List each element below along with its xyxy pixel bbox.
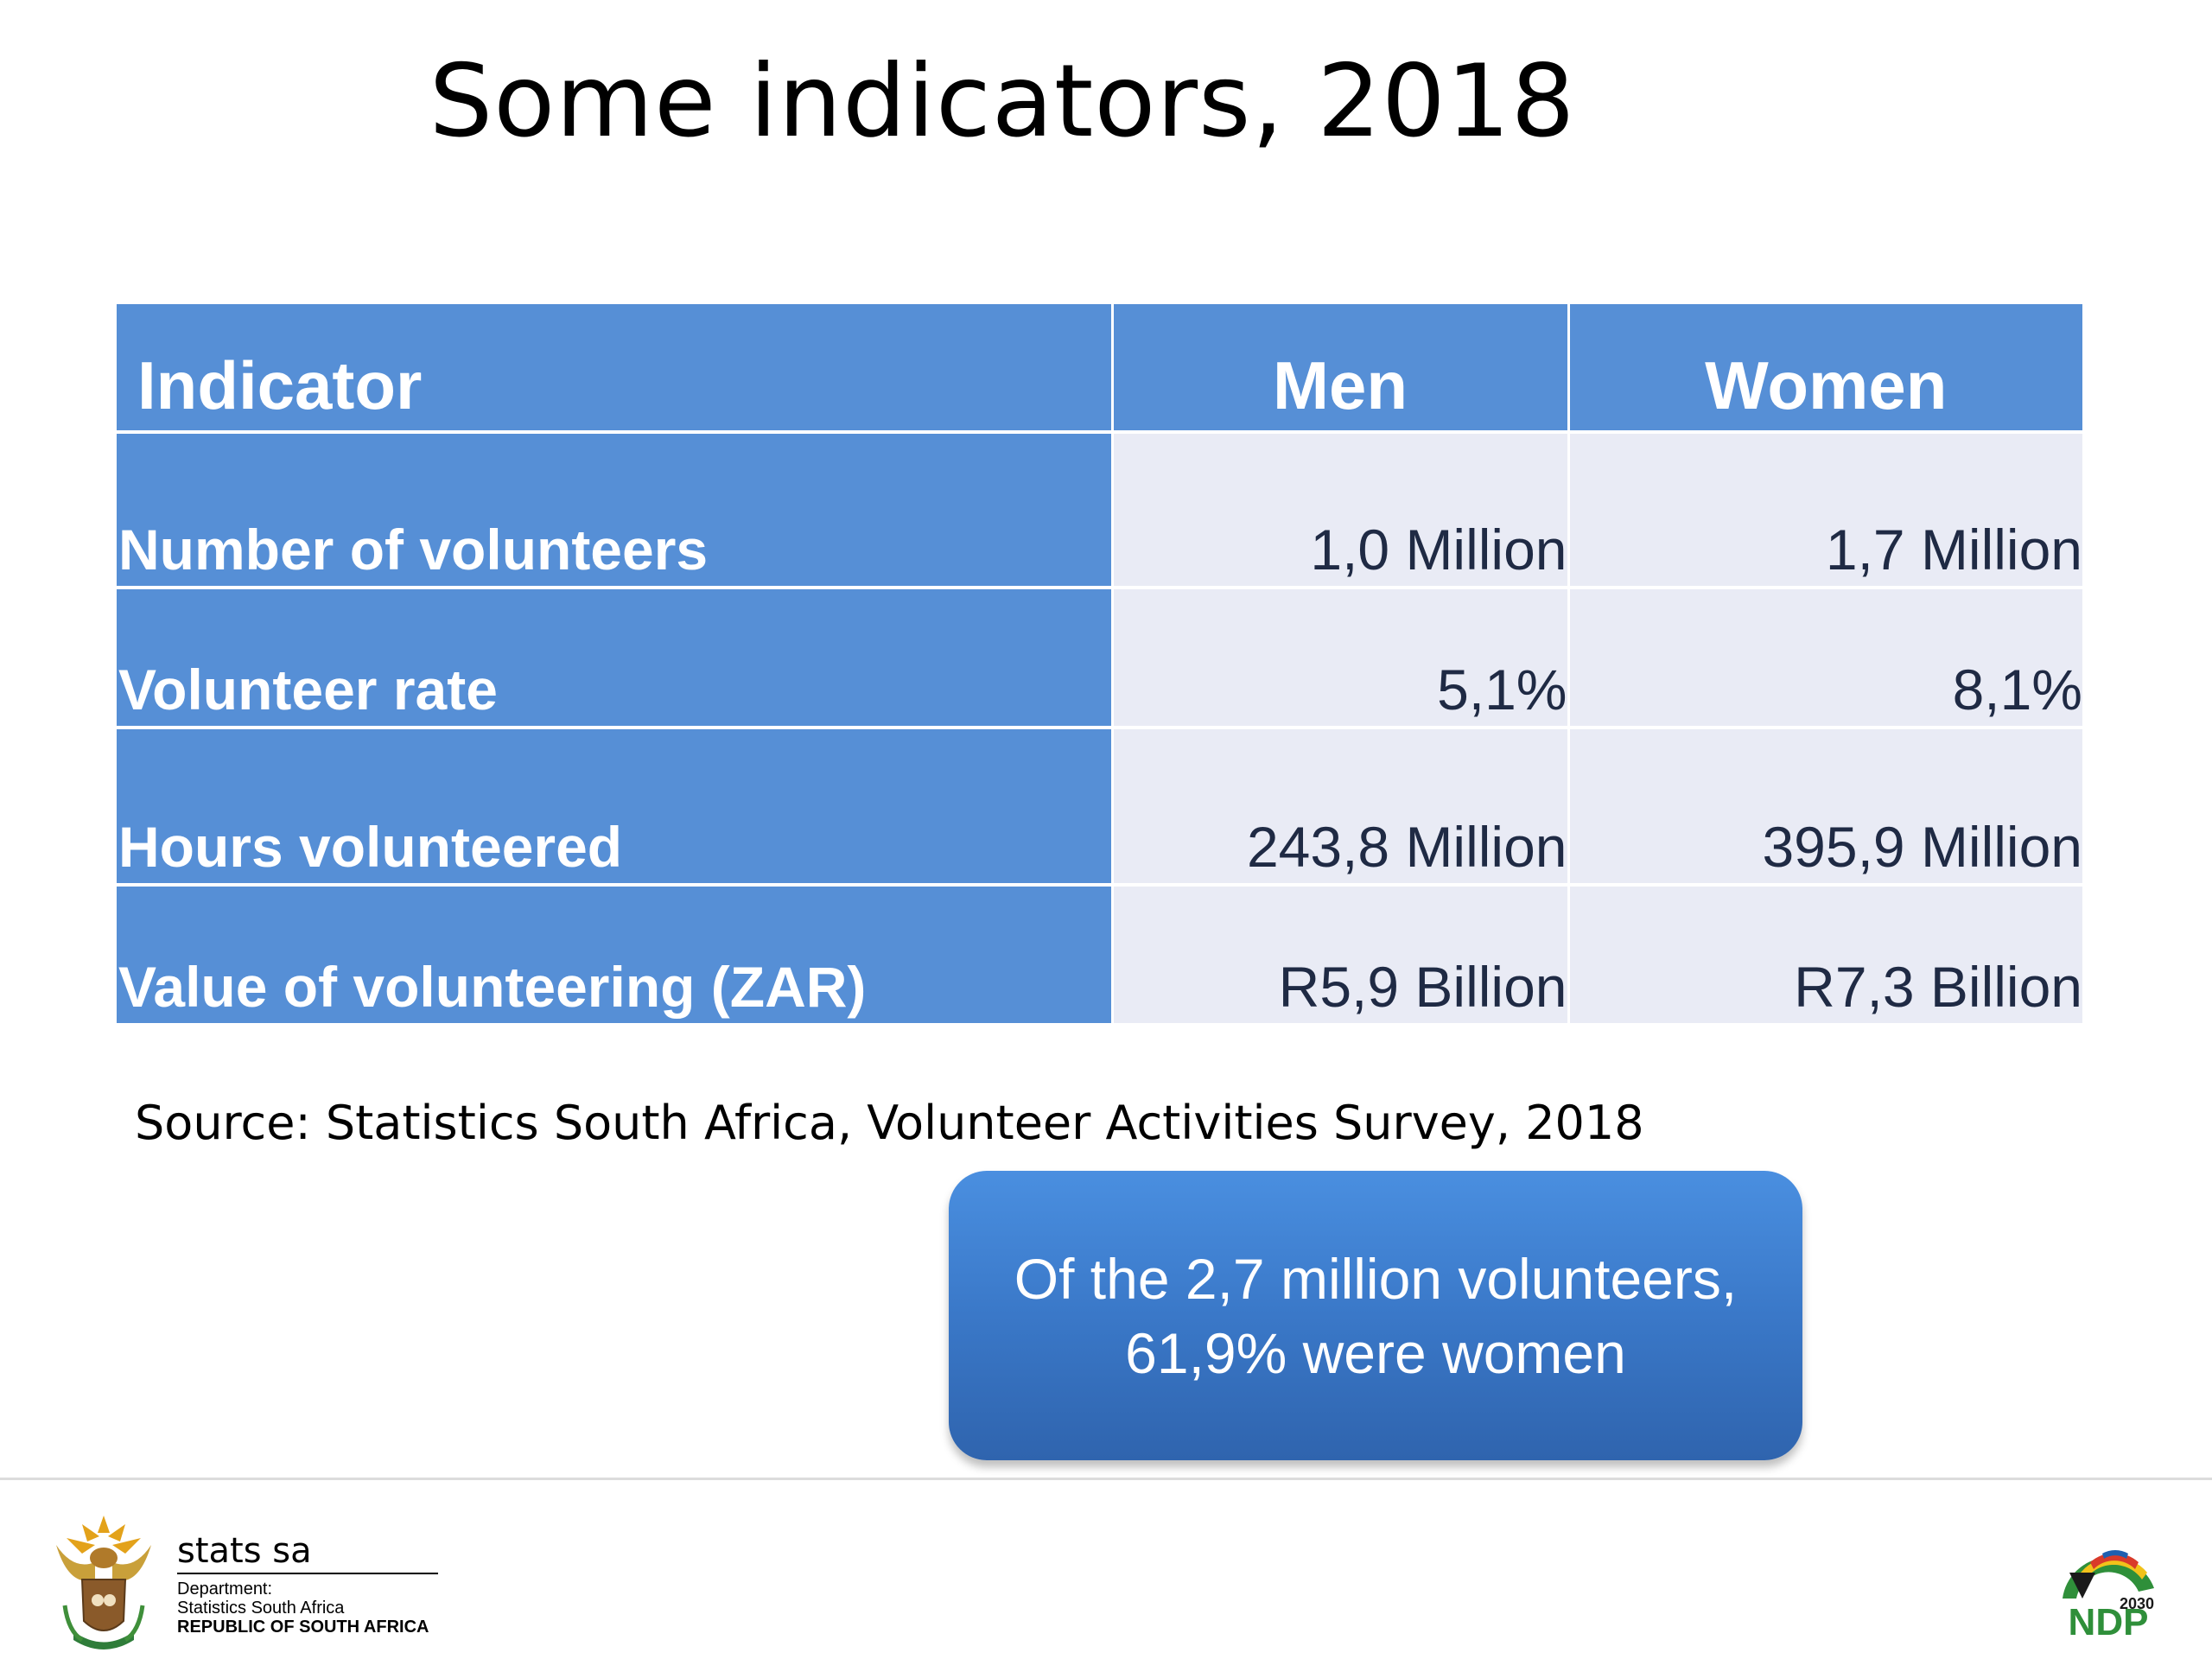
stats-sa-name: stats sa xyxy=(177,1531,312,1571)
dept-line-1: Department: xyxy=(177,1580,273,1599)
indicators-table: Indicator Men Women Number of volunteers… xyxy=(117,304,2082,1023)
row-label: Value of volunteering (ZAR) xyxy=(117,883,1112,1023)
table-header-row: Indicator Men Women xyxy=(117,304,2082,432)
row-label: Number of volunteers xyxy=(117,430,1112,588)
footer-divider xyxy=(0,1478,2212,1480)
coat-of-arms-icon xyxy=(56,1516,151,1649)
callout-line-2: 61,9% were women xyxy=(1125,1320,1626,1385)
ndp-year: 2030 xyxy=(2120,1595,2154,1612)
cell-women: 8,1% xyxy=(1567,586,2082,728)
cell-women: R7,3 Billion xyxy=(1567,883,2082,1023)
source-note: Source: Statistics South Africa, Volunte… xyxy=(135,1096,1644,1150)
slide-title: Some indicators, 2018 xyxy=(429,43,1576,160)
ndp-2030-logo: 2030 NDP xyxy=(2063,1549,2154,1637)
ndp-text: NDP xyxy=(2069,1601,2149,1637)
callout-box: Of the 2,7 million volunteers, 61,9% wer… xyxy=(949,1171,1802,1460)
dept-line-3: REPUBLIC OF SOUTH AFRICA xyxy=(177,1618,429,1637)
cell-men: 5,1% xyxy=(1110,586,1568,728)
dept-line-2: Statistics South Africa xyxy=(177,1599,345,1618)
header-indicator: Indicator xyxy=(117,304,1114,432)
row-label: Volunteer rate xyxy=(117,586,1112,728)
table-row: Hours volunteered 243,8 Million 395,9 Mi… xyxy=(117,726,2082,885)
table-row: Number of volunteers 1,0 Million 1,7 Mil… xyxy=(117,430,2082,588)
table-row: Value of volunteering (ZAR) R5,9 Billion… xyxy=(117,883,2082,1023)
row-label: Hours volunteered xyxy=(117,726,1112,885)
cell-men: R5,9 Billion xyxy=(1110,883,1568,1023)
cell-women: 1,7 Million xyxy=(1567,430,2082,588)
stats-sa-logo: stats sa Department: Statistics South Af… xyxy=(48,1510,462,1657)
header-men: Men xyxy=(1112,304,1570,432)
header-women: Women xyxy=(1568,304,2082,432)
table-row: Volunteer rate 5,1% 8,1% xyxy=(117,586,2082,728)
cell-men: 243,8 Million xyxy=(1110,726,1568,885)
department-text: Department: Statistics South Africa REPU… xyxy=(177,1580,429,1637)
cell-men: 1,0 Million xyxy=(1110,430,1568,588)
callout-line-1: Of the 2,7 million volunteers, xyxy=(1014,1246,1738,1311)
cell-women: 395,9 Million xyxy=(1567,726,2082,885)
logo-underline xyxy=(177,1573,438,1574)
